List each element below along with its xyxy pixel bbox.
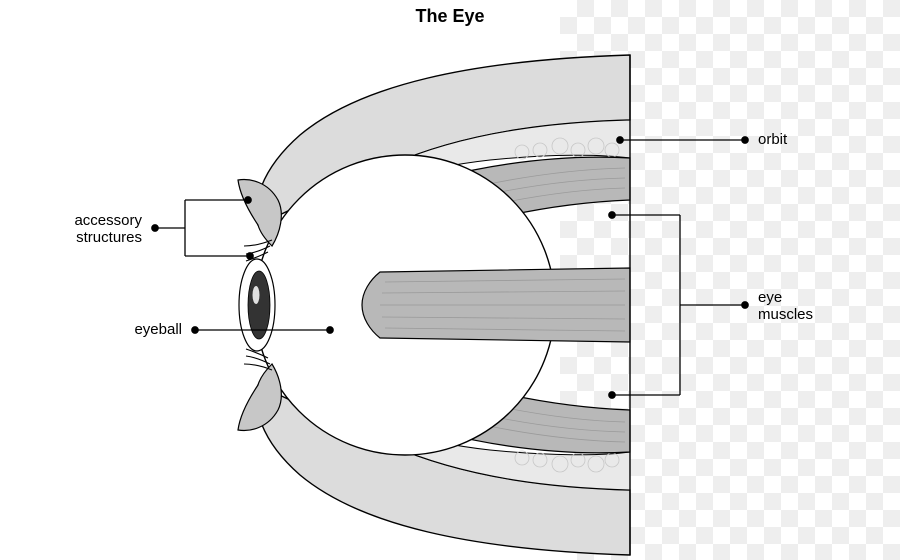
- label-eyeball: eyeball: [134, 321, 182, 338]
- label-orbit: orbit: [758, 131, 787, 148]
- label-accessory-structures: accessory structures: [74, 212, 142, 247]
- diagram-title: The Eye: [0, 6, 900, 27]
- label-accessory-line1: accessory: [74, 212, 142, 229]
- label-eye-muscles-line1: eye: [758, 289, 782, 306]
- label-eye-muscles-line2: muscles: [758, 306, 813, 323]
- label-eye-muscles: eye muscles: [758, 289, 813, 324]
- iris: [248, 271, 270, 339]
- label-accessory-line2: structures: [76, 229, 142, 246]
- iris-highlight: [253, 286, 260, 304]
- eye-diagram-svg: [0, 0, 900, 560]
- diagram-canvas: The Eye: [0, 0, 900, 560]
